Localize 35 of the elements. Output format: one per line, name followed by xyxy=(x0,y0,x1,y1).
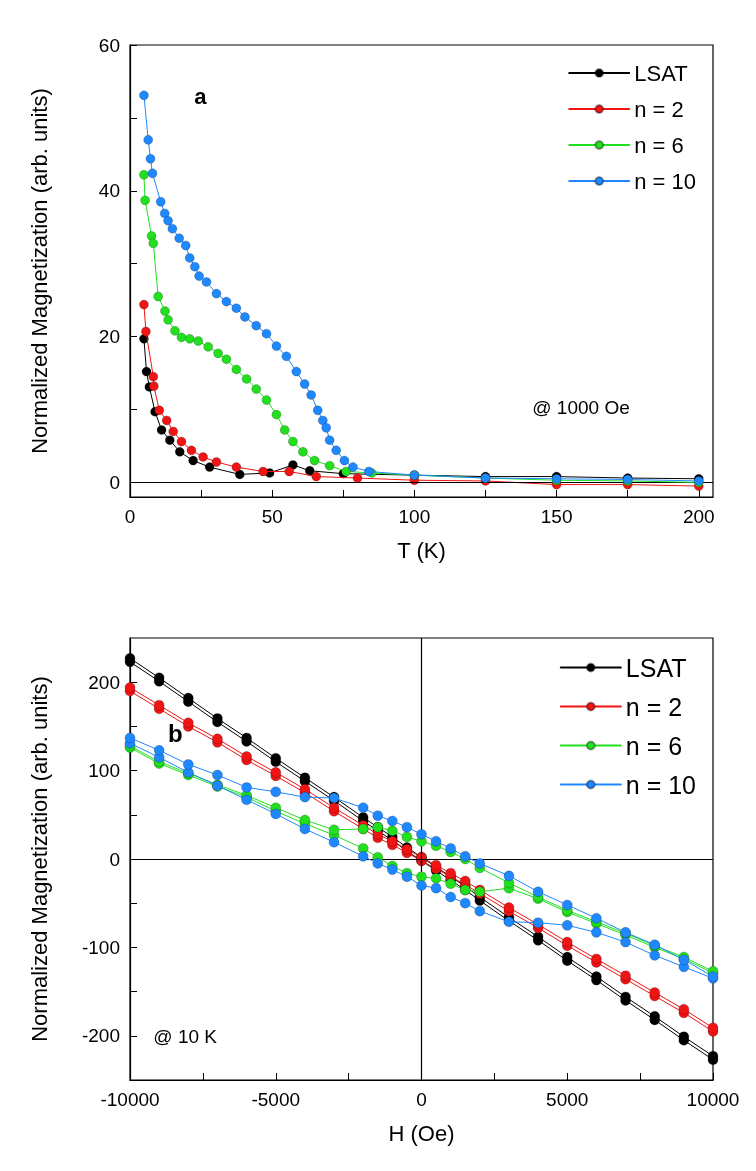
legend-label: n = 6 xyxy=(625,731,683,760)
annotation: a xyxy=(194,84,208,110)
y-tick-label: 40 xyxy=(98,180,120,202)
y-tick-label: 200 xyxy=(88,671,120,693)
annotation: @ 1000 Oe xyxy=(532,396,630,418)
annotation: @ 10 K xyxy=(153,1025,218,1047)
y-tick-label: 20 xyxy=(98,326,120,348)
legend-label: n = 2 xyxy=(634,96,684,122)
y-tick-label: -100 xyxy=(81,936,120,958)
x-tick-label: -10000 xyxy=(100,1089,160,1110)
x-axis-title: T (K) xyxy=(397,537,446,563)
y-tick-label: 0 xyxy=(109,471,120,493)
legend-label: n = 10 xyxy=(625,770,696,799)
x-tick-label: 100 xyxy=(398,506,431,527)
y-tick-label: -200 xyxy=(81,1025,120,1047)
x-tick-label: 5000 xyxy=(546,1089,589,1110)
y-tick-label: 60 xyxy=(98,34,120,56)
legend-label: n = 2 xyxy=(625,692,683,721)
y-tick-label: 0 xyxy=(109,848,120,870)
legend-label: n = 10 xyxy=(634,168,696,194)
x-tick-label: 200 xyxy=(682,506,715,527)
x-tick-label: 0 xyxy=(416,1089,427,1110)
y-axis-title: Normalized Magnetization (arb. units) xyxy=(26,88,52,454)
annotation: b xyxy=(167,720,183,748)
legend-label: LSAT xyxy=(634,60,688,86)
x-tick-label: 10000 xyxy=(686,1089,740,1110)
legend-label: n = 6 xyxy=(634,132,684,158)
x-tick-label: 150 xyxy=(540,506,573,527)
x-tick-label: -5000 xyxy=(251,1089,301,1110)
x-axis-title: H (Oe) xyxy=(388,1120,455,1146)
x-tick-label: 50 xyxy=(261,506,283,527)
y-tick-label: 100 xyxy=(88,760,120,782)
x-tick-label: 0 xyxy=(124,506,136,527)
legend-label: LSAT xyxy=(625,653,687,682)
y-axis-title: Normalized Magnetization (arb. units) xyxy=(26,676,52,1042)
